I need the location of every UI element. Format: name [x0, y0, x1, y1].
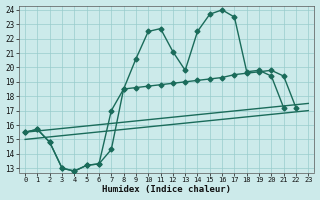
X-axis label: Humidex (Indice chaleur): Humidex (Indice chaleur) [102, 185, 231, 194]
